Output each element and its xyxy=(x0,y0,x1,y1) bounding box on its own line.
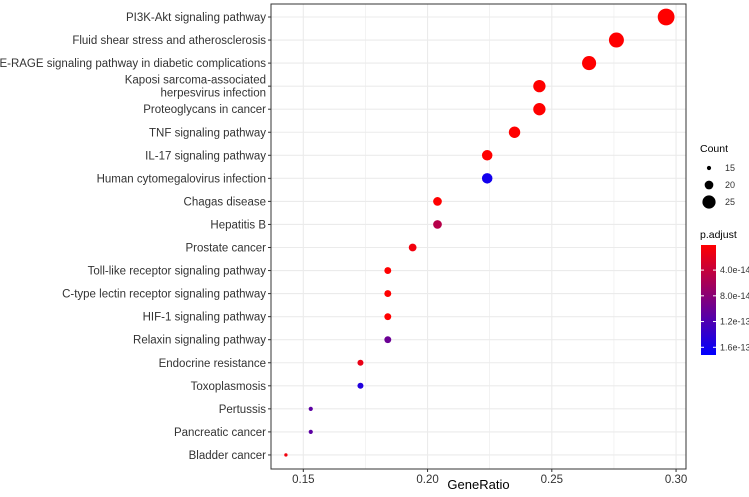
y-tick-label: Proteoglycans in cancer xyxy=(143,104,266,116)
dot-point xyxy=(608,32,624,48)
x-tick-label: 0.25 xyxy=(541,474,563,486)
x-axis-tick-labels: 0.15 0.20 0.25 0.30 xyxy=(292,469,687,486)
x-axis-title: GeneRatio xyxy=(447,477,509,492)
data-points xyxy=(284,8,675,457)
dot-point xyxy=(433,197,442,206)
dot-point xyxy=(481,150,493,161)
count-legend: Count 15 20 25 xyxy=(700,143,735,209)
colorbar-label: 8.0e-14 xyxy=(720,291,749,301)
y-tick-label: TNF signaling pathway xyxy=(149,127,266,139)
y-tick-label: Hepatitis B xyxy=(210,219,266,231)
y-tick-label: C-type lectin receptor signaling pathway xyxy=(62,289,266,301)
dot-point xyxy=(384,290,392,298)
y-tick-label: Relaxin signaling pathway xyxy=(133,335,266,347)
dot-point xyxy=(533,80,546,93)
dot-point xyxy=(657,8,675,26)
count-legend-dot xyxy=(704,180,714,190)
dot-point xyxy=(308,429,313,434)
count-legend-dot xyxy=(706,165,712,171)
x-tick-label: 0.20 xyxy=(416,474,438,486)
p-adjust-legend-title: p.adjust xyxy=(700,229,737,241)
y-tick-label: Toll-like receptor signaling pathway xyxy=(88,266,267,278)
dot-point xyxy=(384,336,392,344)
y-tick-label: Pancreatic cancer xyxy=(174,427,266,439)
dot-point xyxy=(384,313,392,321)
colorbar-label: 1.6e-13 xyxy=(720,342,749,352)
y-tick-label: Human cytomegalovirus infection xyxy=(97,173,266,185)
y-axis-tick-labels: PI3K-Akt signaling pathway Fluid shear st… xyxy=(0,12,271,462)
dot-point xyxy=(357,359,364,366)
p-adjust-colorbar xyxy=(701,245,716,355)
y-tick-label: Kaposi sarcoma-associated herpesvirus inf… xyxy=(125,75,266,100)
y-tick-label: Endocrine resistance xyxy=(159,358,266,370)
y-tick-label: Chagas disease xyxy=(184,196,266,208)
x-tick-label: 0.30 xyxy=(665,474,687,486)
count-legend-label: 25 xyxy=(725,197,735,207)
dot-point xyxy=(384,267,392,274)
plot-panel-border xyxy=(270,3,687,470)
count-legend-label: 20 xyxy=(725,180,735,190)
y-tick-label: Toxoplasmosis xyxy=(191,381,267,393)
y-tick-label: IL-17 signaling pathway xyxy=(145,150,266,162)
colorbar-label: 1.2e-13 xyxy=(720,317,749,327)
dot-point xyxy=(533,103,546,116)
grid-lines xyxy=(271,4,686,469)
count-legend-title: Count xyxy=(700,143,728,155)
count-legend-dot xyxy=(702,195,716,209)
y-tick-label: Prostate cancer xyxy=(185,243,266,255)
y-tick-label: Pertussis xyxy=(219,404,267,416)
y-tick-label: Bladder cancer xyxy=(189,450,267,462)
count-legend-label: 15 xyxy=(725,163,735,173)
dot-point xyxy=(582,56,597,71)
y-tick-label: AGE-RAGE signaling pathway in diabetic c… xyxy=(0,58,266,70)
x-tick-label: 0.15 xyxy=(292,474,314,486)
dot-point xyxy=(357,382,364,389)
dot-point xyxy=(433,220,442,229)
dot-point xyxy=(481,173,493,184)
plot-panel xyxy=(271,4,686,469)
dot-point xyxy=(308,406,313,411)
p-adjust-legend: p.adjust 4.0e-14 8.0e-14 1.2e-13 1.6e-13 xyxy=(700,229,749,355)
dot-point xyxy=(408,243,417,252)
dot-point xyxy=(284,453,288,457)
y-tick-label: PI3K-Akt signaling pathway xyxy=(126,12,266,24)
y-tick-label: HIF-1 signaling pathway xyxy=(143,312,267,324)
y-tick-label: Fluid shear stress and atherosclerosis xyxy=(72,35,266,47)
colorbar-label: 4.0e-14 xyxy=(720,265,749,275)
dot-point xyxy=(508,126,521,138)
